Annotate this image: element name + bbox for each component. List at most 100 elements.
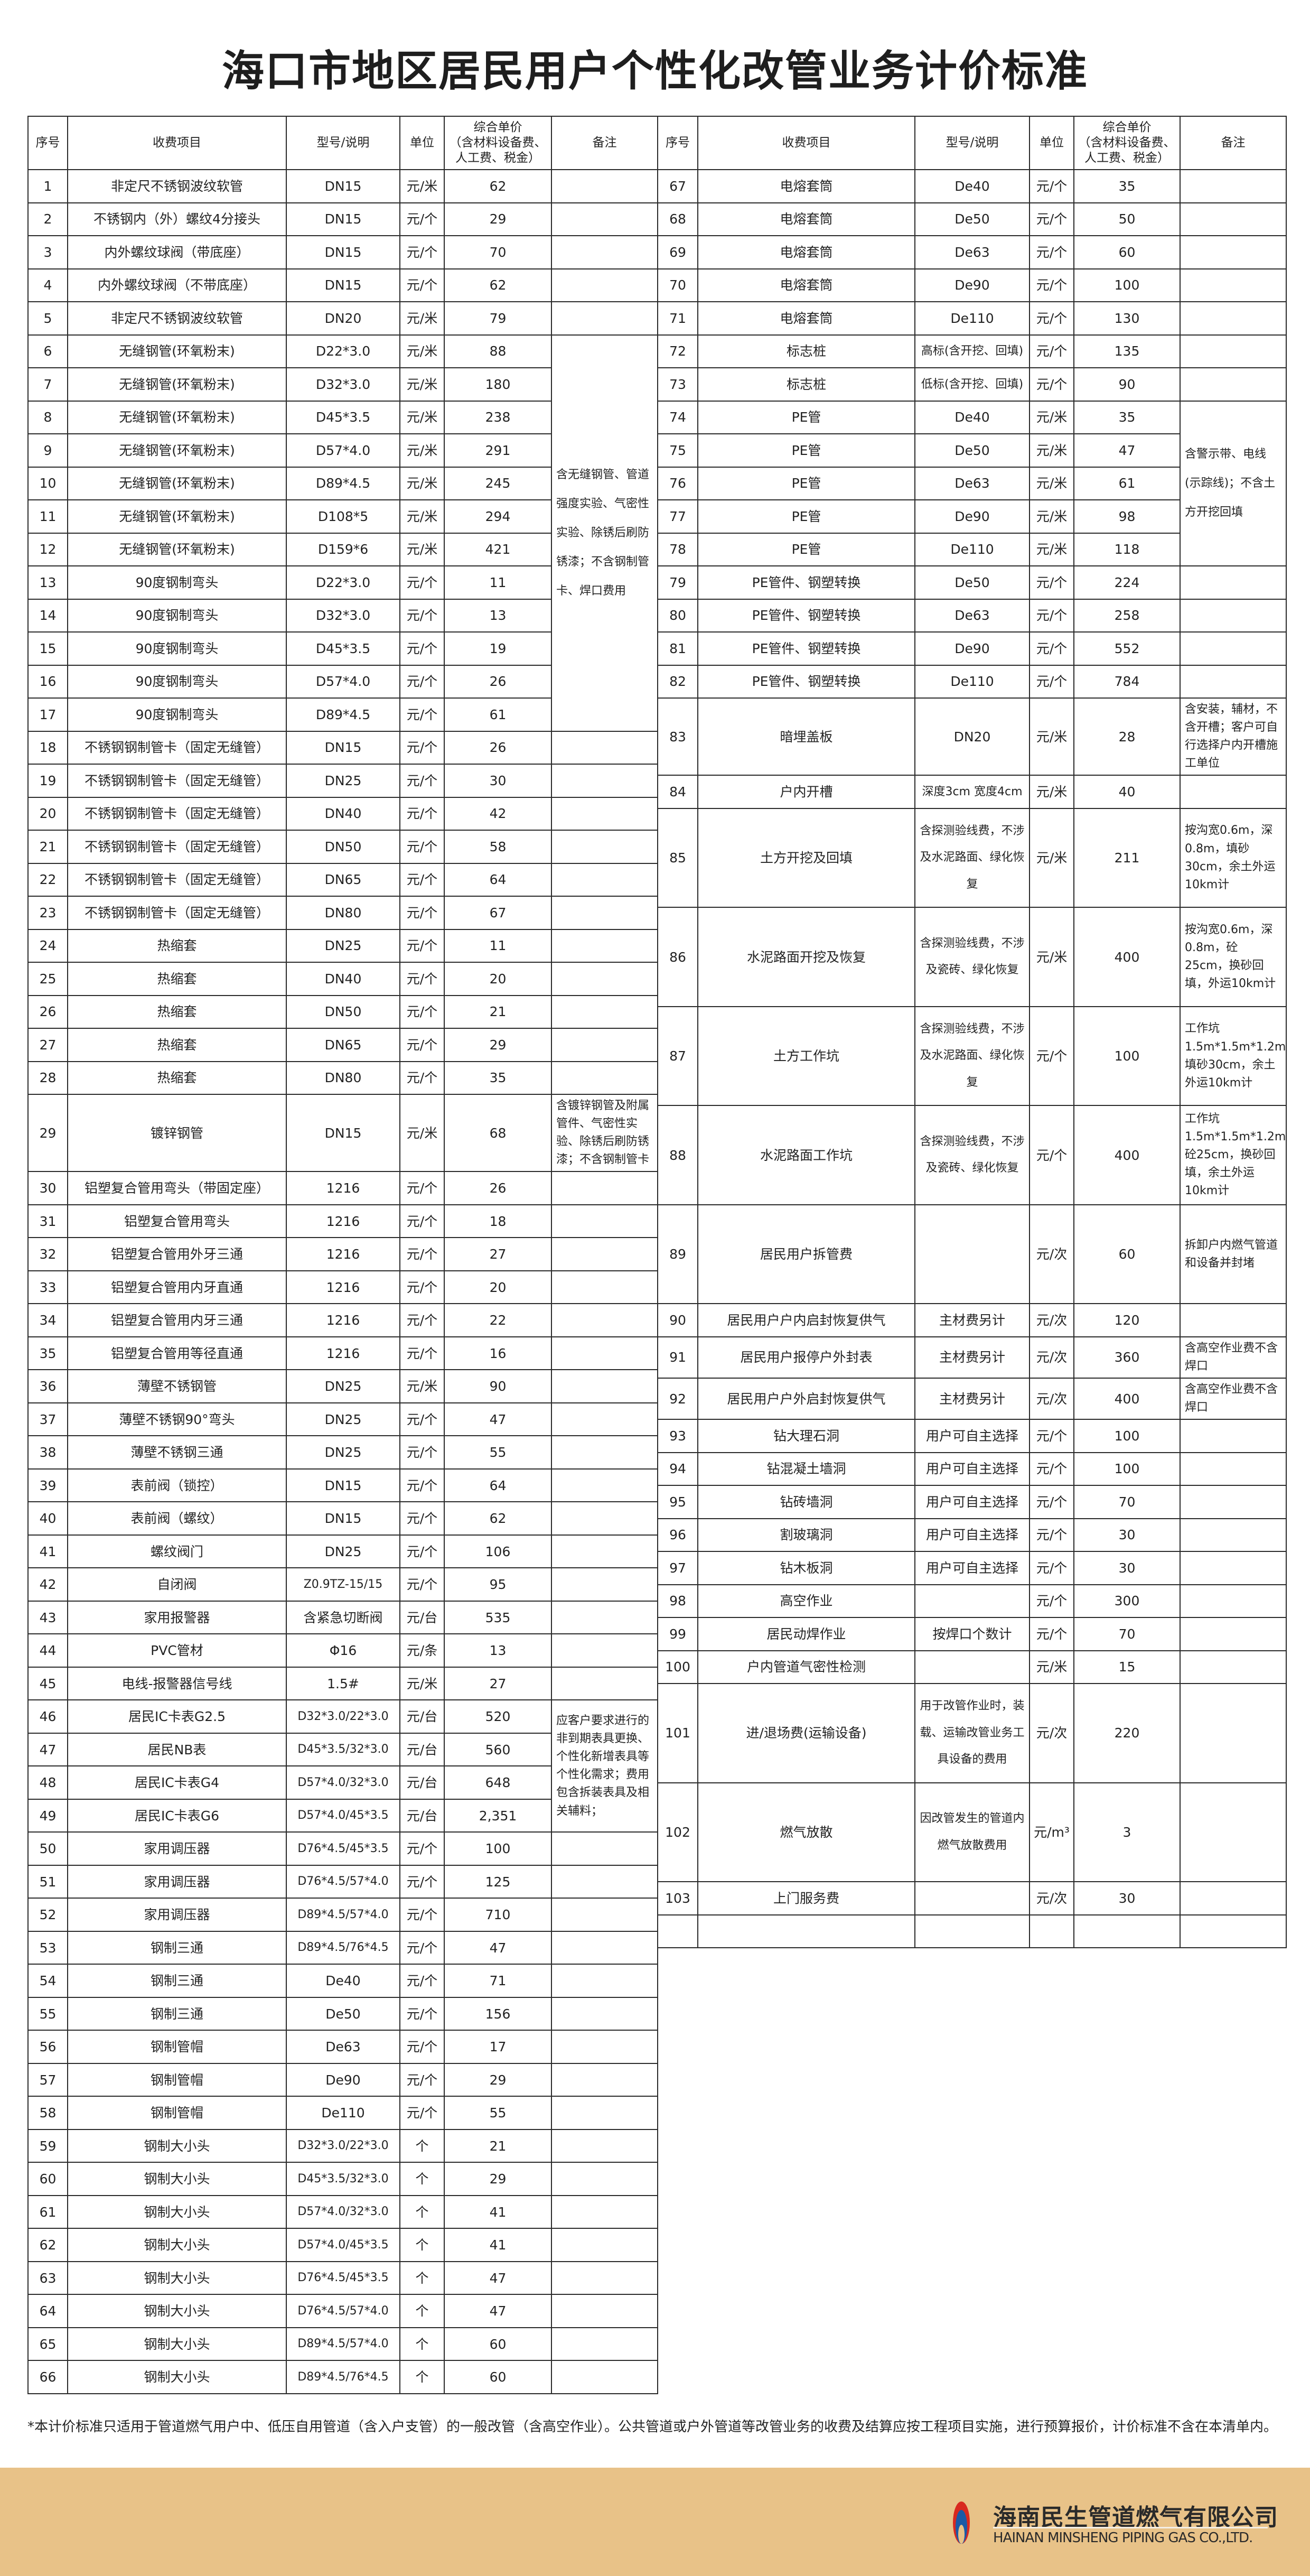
cell-price: 100: [1073, 1452, 1181, 1486]
table-row: 86 水泥路面开挖及恢复 含探测验线费，不涉及瓷砖、绿化恢复 元/米 400 按沟宽0.6…: [657, 907, 1287, 1007]
header-no: 序号: [27, 116, 68, 170]
cell-price: 35: [1073, 400, 1181, 434]
cell-unit: 元/个: [1029, 202, 1074, 236]
cell-unit: 个: [399, 2194, 445, 2229]
cell-unit: 个: [399, 2228, 445, 2262]
table-row: 2 不锈钢内（外）螺纹4分接头 DN15 元/个 29: [27, 202, 658, 236]
table-row: 97 钻木板洞 用户可自主选择 元/个 30: [657, 1551, 1287, 1585]
cell-item: PE管件、钢塑转换: [697, 565, 915, 600]
cell-item: 钢制大小头: [67, 2327, 287, 2361]
cell-unit: 元/个: [399, 1402, 445, 1437]
cell-no: 23: [27, 896, 68, 930]
cell-item: 居民IC卡表G6: [67, 1798, 287, 1833]
header-spec: 型号/说明: [914, 116, 1030, 170]
cell-spec: De110: [914, 532, 1030, 566]
cell-no: 55: [27, 1996, 68, 2031]
cell-unit: 元/台: [399, 1699, 445, 1734]
cell-price: 560: [444, 1732, 552, 1767]
cell-item: 钢制管帽: [67, 2062, 287, 2097]
cell-spec: D89*4.5: [286, 698, 400, 732]
cell-item: 无缝钢管(环氧粉末): [67, 400, 287, 434]
cell-price: 220: [1073, 1683, 1181, 1783]
cell-price: 29: [444, 202, 552, 236]
header-no: 序号: [657, 116, 698, 170]
cell-item: PE管件、钢塑转换: [697, 631, 915, 666]
cell-price: 100: [1073, 1006, 1181, 1106]
cell-item: 钢制大小头: [67, 2228, 287, 2262]
cell-item: 无缝钢管(环氧粉末): [67, 499, 287, 534]
table-row: 18 不锈钢钢制管卡（固定无缝管） DN15 元/个 26: [27, 730, 658, 765]
logo-divider: [993, 2527, 1268, 2528]
cell-item: 钢制三通: [67, 1996, 287, 2031]
cell-no: 94: [657, 1452, 698, 1486]
cell-item: 90度钢制弯头: [67, 598, 287, 633]
cell-item: 不锈钢钢制管卡（固定无缝管）: [67, 830, 287, 864]
cell-spec: DN15: [286, 268, 400, 302]
cell-price: 50: [1073, 202, 1181, 236]
cell-item: 电熔套筒: [697, 301, 915, 336]
cell-no: 56: [27, 2030, 68, 2064]
cell-price: 130: [1073, 301, 1181, 336]
cell-item: 热缩套: [67, 994, 287, 1029]
header-unit: 单位: [399, 116, 445, 170]
cell-item: 土方工作坑: [697, 1006, 915, 1106]
cell-unit: 元/个: [399, 698, 445, 732]
cell-unit: 元/个: [1029, 1452, 1074, 1486]
cell-unit: 元/个: [399, 1567, 445, 1602]
cell-no: 40: [27, 1501, 68, 1536]
table-row: 45 电线-报警器信号线 1.5# 元/米 27: [27, 1666, 658, 1701]
cell-spec: De63: [914, 466, 1030, 500]
cell-spec: DN15: [286, 202, 400, 236]
cell-unit: 元/个: [1029, 1551, 1074, 1585]
cell-no: 37: [27, 1402, 68, 1437]
table-row: 88 水泥路面工作坑 含探测验线费，不涉及瓷砖、绿化恢复 元/个 400 工作坑1.5m*…: [657, 1105, 1287, 1205]
cell-spec: D76*4.5/45*3.5: [286, 1831, 400, 1866]
header-spec: 型号/说明: [286, 116, 400, 170]
table-row: 98 高空作业 元/个 300: [657, 1584, 1287, 1619]
cell-price: 552: [1073, 631, 1181, 666]
cell-no: 80: [657, 598, 698, 633]
cell-no: 24: [27, 928, 68, 963]
table-row: 58 钢制管帽 De110 元/个 55: [27, 2096, 658, 2130]
cell-no: 100: [657, 1650, 698, 1685]
cell-remark: [551, 1831, 658, 1866]
table-row: 81 PE管件、钢塑转换 De90 元/个 552: [657, 631, 1287, 666]
cell-spec: 用于改管作业时，装载、运输改管业务工具设备的费用: [914, 1683, 1030, 1783]
table-row: 82 PE管件、钢塑转换 De110 元/个 784: [657, 664, 1287, 699]
cell-no: 30: [27, 1171, 68, 1205]
table-row: 63 钢制大小头 D76*4.5/45*3.5 个 47: [27, 2261, 658, 2295]
cell-spec: 主材费另计: [914, 1378, 1030, 1420]
cell-spec: De63: [914, 235, 1030, 269]
cell-unit: 元/台: [399, 1765, 445, 1800]
cell-item: 不锈钢钢制管卡（固定无缝管）: [67, 730, 287, 765]
cell-spec: 含紧急切断阀: [286, 1600, 400, 1635]
cell-price: 60: [1073, 235, 1181, 269]
cell-spec: De90: [286, 2062, 400, 2097]
cell-remark: [551, 1567, 658, 1602]
cell-remark: [1180, 235, 1287, 269]
cell-price: 90: [1073, 367, 1181, 402]
cell-spec: 深度3cm 宽度4cm: [914, 775, 1030, 809]
cell-no: 74: [657, 400, 698, 434]
cell-no: 2: [27, 202, 68, 236]
cell-spec: De50: [286, 1996, 400, 2031]
cell-item: 钻木板洞: [697, 1551, 915, 1585]
cell-no: 26: [27, 994, 68, 1029]
cell-spec: 用户可自主选择: [914, 1452, 1030, 1486]
cell-item: 家用调压器: [67, 1898, 287, 1932]
cell-item: 无缝钢管(环氧粉末): [67, 367, 287, 402]
cell-unit: 元/米: [399, 433, 445, 468]
cell-no: 101: [657, 1683, 698, 1783]
table-row: 55 钢制三通 De50 元/个 156: [27, 1996, 658, 2031]
cell-price: 125: [444, 1864, 552, 1899]
cell-spec: DN15: [286, 730, 400, 765]
cell-price: 16: [444, 1336, 552, 1371]
cell-price: 62: [444, 169, 552, 203]
cell-item: 不锈钢钢制管卡（固定无缝管）: [67, 764, 287, 798]
cell-remark: [551, 2228, 658, 2262]
cell-unit: 元/个: [399, 2030, 445, 2064]
cell-remark: [551, 235, 658, 269]
cell-unit: 元/个: [1029, 1518, 1074, 1552]
cell-no: 39: [27, 1468, 68, 1503]
cell-item: 薄壁不锈钢管: [67, 1369, 287, 1403]
